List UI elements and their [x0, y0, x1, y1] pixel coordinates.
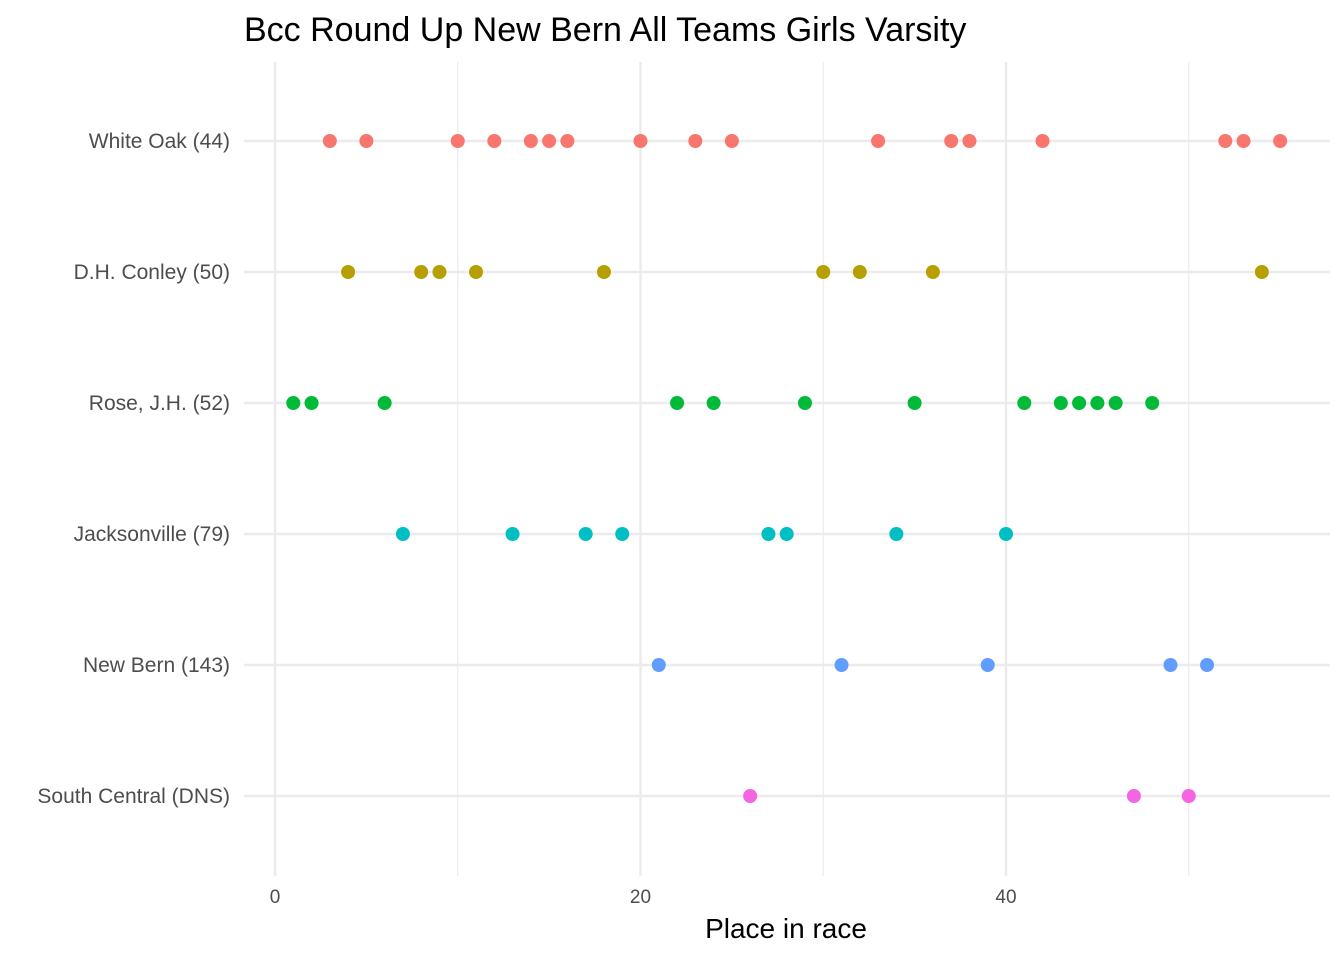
- data-point: [304, 396, 319, 410]
- data-point: [834, 658, 849, 672]
- data-point: [322, 134, 337, 148]
- x-axis-tick-labels: 0 20 40: [270, 887, 1017, 908]
- data-point: [1145, 396, 1160, 410]
- data-point: [560, 134, 575, 148]
- y-tick-label: D.H. Conley (50): [74, 261, 230, 284]
- data-point: [962, 134, 977, 148]
- data-point: [706, 396, 721, 410]
- data-point: [286, 396, 301, 410]
- data-point: [1273, 134, 1288, 148]
- x-tick-label: 40: [995, 887, 1016, 908]
- data-point: [596, 265, 611, 279]
- x-tick-label: 0: [270, 887, 281, 908]
- data-point: [980, 658, 995, 672]
- data-point: [816, 265, 831, 279]
- data-point: [889, 527, 904, 541]
- x-axis-title: Place in race: [705, 913, 867, 944]
- data-point: [1035, 134, 1050, 148]
- data-point: [1254, 265, 1269, 279]
- y-tick-label: White Oak (44): [89, 130, 230, 153]
- chart-title: Bcc Round Up New Bern All Teams Girls Va…: [244, 11, 966, 49]
- data-point: [542, 134, 557, 148]
- y-tick-label: South Central (DNS): [37, 785, 230, 808]
- data-point: [1218, 134, 1233, 148]
- data-point: [761, 527, 776, 541]
- y-axis-labels: White Oak (44) D.H. Conley (50) Rose, J.H.…: [37, 130, 230, 808]
- data-point: [1053, 396, 1068, 410]
- data-point: [377, 396, 392, 410]
- data-point: [1236, 134, 1251, 148]
- data-point: [523, 134, 538, 148]
- data-point: [670, 396, 685, 410]
- y-tick-label: Rose, J.H. (52): [89, 392, 230, 415]
- data-point: [414, 265, 429, 279]
- y-tick-label: Jacksonville (79): [74, 523, 230, 546]
- data-point: [615, 527, 630, 541]
- data-point: [341, 265, 356, 279]
- data-point: [797, 396, 812, 410]
- x-tick-label: 20: [630, 887, 651, 908]
- data-point: [578, 527, 593, 541]
- data-point: [1126, 789, 1141, 803]
- data-points: [286, 134, 1288, 803]
- data-point: [1090, 396, 1105, 410]
- data-point: [1017, 396, 1032, 410]
- grid-lines: [244, 62, 1330, 876]
- data-point: [1200, 658, 1215, 672]
- data-point: [925, 265, 940, 279]
- data-point: [505, 527, 520, 541]
- data-point: [395, 527, 410, 541]
- data-point: [944, 134, 959, 148]
- data-point: [633, 134, 648, 148]
- data-point: [871, 134, 886, 148]
- data-point: [1108, 396, 1123, 410]
- data-point: [1163, 658, 1178, 672]
- data-point: [450, 134, 465, 148]
- data-point: [779, 527, 794, 541]
- data-point: [487, 134, 502, 148]
- data-point: [743, 789, 758, 803]
- data-point: [852, 265, 867, 279]
- data-point: [651, 658, 666, 672]
- data-point: [724, 134, 739, 148]
- data-point: [432, 265, 447, 279]
- data-point: [359, 134, 374, 148]
- data-point: [1072, 396, 1087, 410]
- data-point: [469, 265, 484, 279]
- data-point: [907, 396, 922, 410]
- data-point: [1181, 789, 1196, 803]
- y-tick-label: New Bern (143): [83, 654, 230, 677]
- data-point: [688, 134, 703, 148]
- data-point: [999, 527, 1013, 541]
